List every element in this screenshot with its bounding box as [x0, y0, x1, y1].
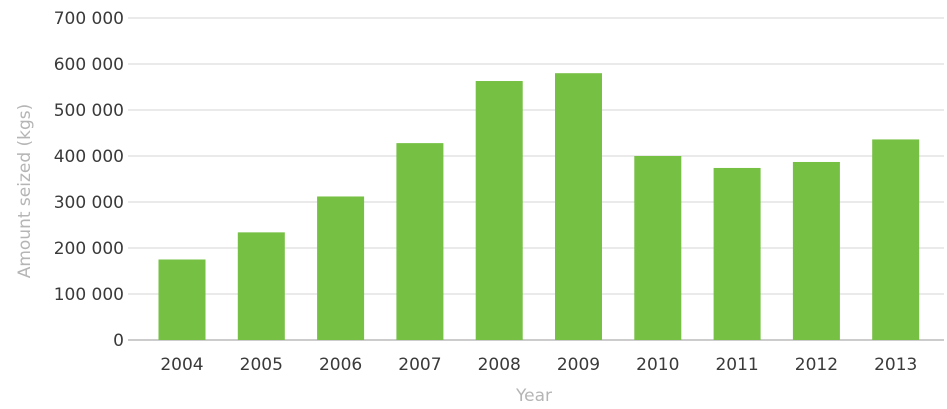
- x-tick-label: 2007: [398, 355, 441, 375]
- bar-2004: [158, 259, 206, 340]
- x-tick-label: 2011: [715, 355, 758, 375]
- x-tick-label: 2006: [319, 355, 362, 375]
- x-tick-label: 2008: [478, 355, 521, 375]
- x-tick-label: 2013: [874, 355, 917, 375]
- bar-2013: [872, 139, 920, 340]
- y-tick-label: 700 000: [54, 9, 124, 29]
- bar-2012: [792, 161, 840, 340]
- x-axis-ticks: 2004 2005 2006 2007 2008 2009 2010 2011 2012 2013: [160, 355, 917, 375]
- y-tick-label: 600 000: [54, 55, 124, 75]
- bar-2010: [634, 156, 682, 340]
- bar-2011: [713, 167, 761, 340]
- y-tick-label: 300 000: [54, 193, 124, 213]
- y-axis-ticks: 0 100 000 200 000 300 000 400 000 500 000 600 …: [54, 9, 124, 351]
- bar-2007: [396, 143, 444, 340]
- bars: [158, 73, 920, 341]
- x-tick-label: 2005: [240, 355, 283, 375]
- bar-2009: [555, 73, 602, 340]
- x-tick-label: 2012: [795, 355, 838, 375]
- y-tick-label: 500 000: [54, 101, 124, 121]
- x-axis-title: Year: [515, 386, 552, 406]
- x-tick-label: 2009: [557, 355, 600, 375]
- y-tick-label: 0: [113, 331, 124, 351]
- y-tick-label: 200 000: [54, 239, 124, 259]
- bar-2005: [237, 232, 285, 340]
- x-tick-label: 2010: [636, 355, 679, 375]
- bar-2006: [317, 196, 365, 340]
- bar-2008: [475, 81, 523, 341]
- y-tick-label: 100 000: [54, 285, 124, 305]
- x-tick-label: 2004: [160, 355, 203, 375]
- y-tick-label: 400 000: [54, 147, 124, 167]
- y-axis-title: Amount seized (kgs): [15, 104, 35, 279]
